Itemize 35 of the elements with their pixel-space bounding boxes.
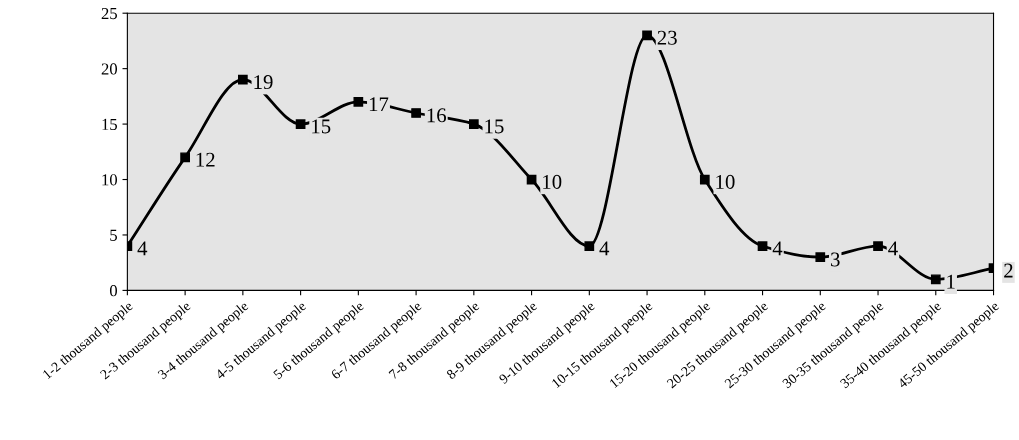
- point: [353, 97, 364, 107]
- point: [873, 241, 883, 251]
- y-tick-label: 10: [102, 174, 118, 186]
- data-label: 15: [312, 119, 331, 134]
- data-label: 4: [137, 241, 148, 256]
- data-label: 12: [196, 152, 215, 167]
- point: [468, 119, 479, 129]
- point: [930, 274, 941, 285]
- data-label: 19: [254, 75, 273, 90]
- y-tick-label: 20: [101, 63, 118, 75]
- data-label: 10: [543, 174, 562, 189]
- point: [584, 241, 595, 251]
- point: [699, 174, 710, 185]
- data-label: 4: [888, 241, 898, 256]
- y-tick-label: 0: [109, 285, 118, 297]
- point: [180, 152, 190, 163]
- data-label: 15: [485, 119, 504, 134]
- data-label: 16: [427, 108, 447, 123]
- point: [815, 252, 826, 262]
- y-tick-label: 5: [110, 229, 117, 241]
- point: [411, 108, 421, 118]
- data-label: 10: [716, 174, 735, 189]
- point: [642, 30, 652, 41]
- point: [757, 241, 768, 251]
- data-label: 1: [947, 274, 955, 289]
- point: [295, 119, 306, 129]
- data-label: 3: [831, 252, 840, 267]
- data-label: 2: [1004, 263, 1013, 278]
- y-tick-label: 15: [102, 118, 117, 131]
- data-label: 4: [772, 241, 783, 256]
- y-tick-label: 25: [101, 7, 117, 20]
- data-label: 4: [599, 241, 610, 256]
- data-label: 23: [657, 30, 677, 45]
- data-label: 17: [369, 97, 389, 112]
- point: [237, 74, 248, 85]
